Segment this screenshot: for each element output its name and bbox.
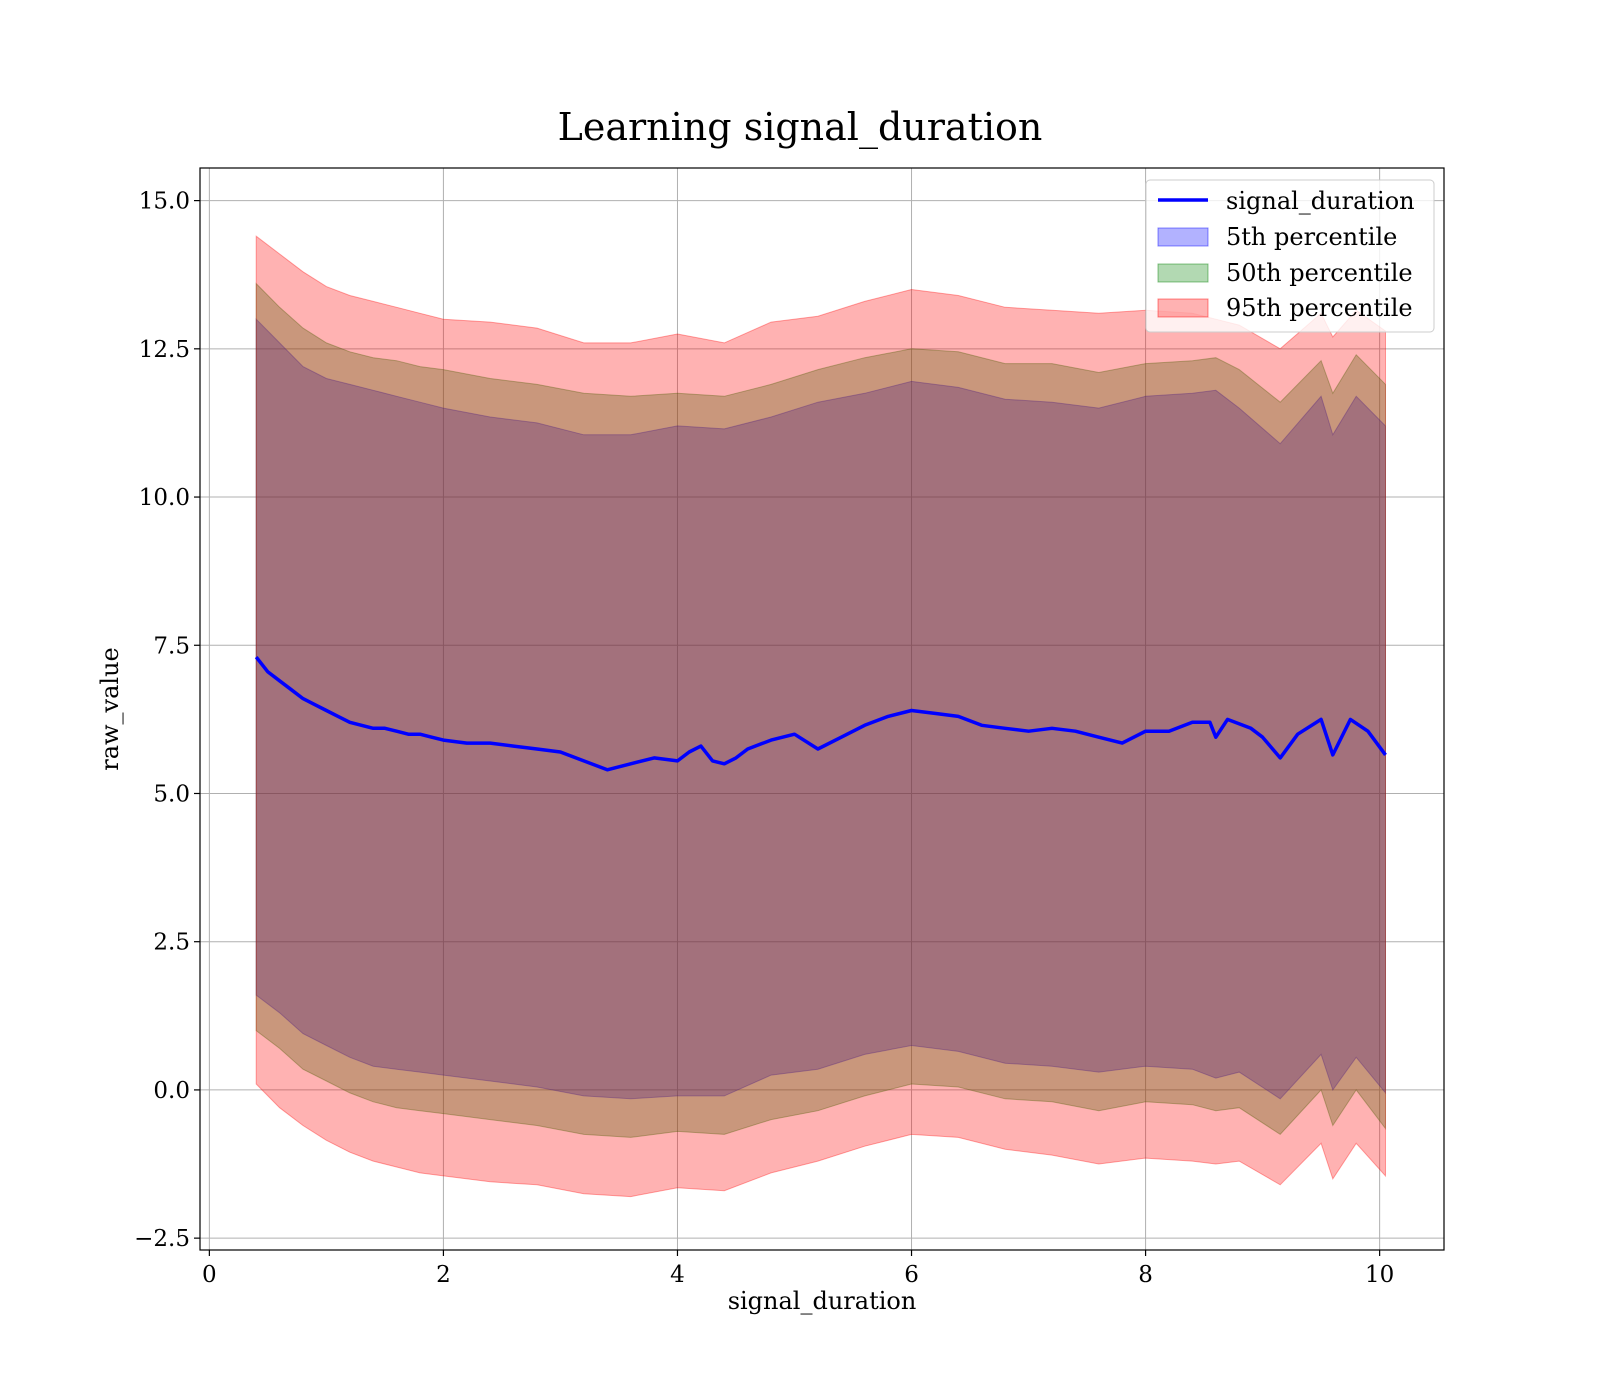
x-axis-label: signal_duration xyxy=(728,1287,917,1315)
series-line-signal-duration xyxy=(254,656,1387,772)
band-2 xyxy=(255,235,1386,1198)
x-tick-label: 4 xyxy=(670,1262,685,1288)
x-tick-label: 8 xyxy=(1138,1262,1153,1288)
x-tick-label: 6 xyxy=(904,1262,919,1288)
legend-box xyxy=(1145,179,1435,333)
band-0 xyxy=(255,317,1386,1100)
legend-label-5th: 5th percentile xyxy=(1226,223,1397,251)
y-tick-label: 2.5 xyxy=(153,930,190,956)
y-tick-label: 7.5 xyxy=(153,633,190,659)
legend-label-50th: 50th percentile xyxy=(1226,259,1413,287)
legend-label-line: signal_duration xyxy=(1226,187,1415,215)
axis-ticks: 0 2 4 6 8 10 −2.5 0.0 2.5 5.0 7.5 10.0 12.5 15.0 xyxy=(134,189,1394,1288)
y-tick-label: −2.5 xyxy=(134,1226,190,1252)
plot-frame xyxy=(199,167,1445,1251)
y-tick-label: 5.0 xyxy=(153,781,190,807)
legend-patch-5th xyxy=(1157,227,1209,247)
percentile-bands xyxy=(255,235,1386,1198)
legend-patch-95th xyxy=(1157,298,1209,318)
chart-title: Learning signal_duration xyxy=(558,105,1043,150)
legend-patch-50th xyxy=(1157,263,1209,283)
y-tick-label: 15.0 xyxy=(139,189,190,215)
y-tick-label: 10.0 xyxy=(139,485,190,511)
band-1 xyxy=(255,282,1386,1138)
x-tick-label: 0 xyxy=(202,1262,217,1288)
x-tick-label: 2 xyxy=(436,1262,451,1288)
x-tick-label: 10 xyxy=(1365,1262,1394,1288)
y-tick-label: 0.0 xyxy=(153,1078,190,1104)
y-axis-label: raw_value xyxy=(96,647,124,771)
series-lines xyxy=(254,656,1387,772)
grid xyxy=(200,168,1444,1250)
y-tick-label: 12.5 xyxy=(139,337,190,363)
legend-label-95th: 95th percentile xyxy=(1226,294,1413,322)
legend: signal_duration 5th percentile 50th perc… xyxy=(1145,179,1435,333)
